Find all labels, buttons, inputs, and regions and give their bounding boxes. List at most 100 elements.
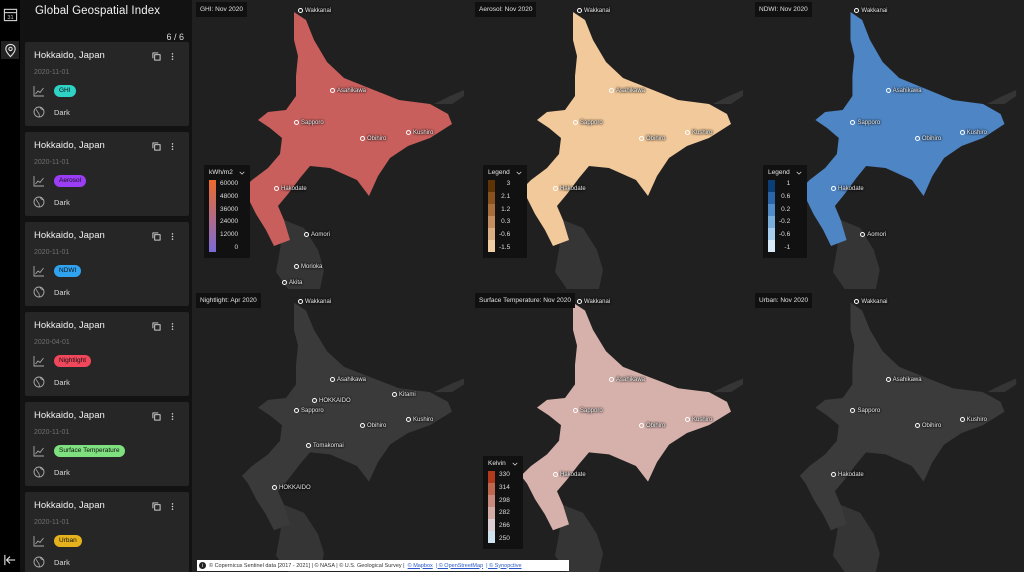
place-label: Asahikawa xyxy=(330,88,366,94)
place-label: HOKKAIDO xyxy=(272,485,311,492)
legend-header[interactable]: Legend xyxy=(768,169,802,176)
legend-color-steps xyxy=(488,180,495,252)
legend-tick-label: -0.2 xyxy=(779,218,791,226)
map-panel[interactable]: NDWI: Nov 2020 Wakkanai Asahikawa Sapporo Ob… xyxy=(753,0,1024,289)
layer-badge[interactable]: NDWI xyxy=(54,265,82,277)
legend-tick-label: 0.6 xyxy=(781,192,791,200)
copy-icon[interactable] xyxy=(151,411,161,421)
place-label: Tomakomai xyxy=(306,443,344,449)
place-label: Obihiro xyxy=(915,136,941,142)
map-pin-icon[interactable] xyxy=(1,41,19,59)
place-label: Kushiro xyxy=(685,417,712,423)
map-panel[interactable]: Nightlight: Apr 2020 Wakkanai Asahikawa Kit… xyxy=(194,291,472,572)
card-date: 2020-04-01 xyxy=(34,339,70,346)
mapbox-link[interactable]: © Mapbox xyxy=(407,562,433,569)
place-label: Sapporo xyxy=(850,408,880,414)
legend-tick-label: 266 xyxy=(499,522,510,530)
more-options-icon[interactable] xyxy=(167,501,177,511)
more-options-icon[interactable] xyxy=(167,231,177,241)
legend-tick-label: 36000 xyxy=(220,205,239,213)
more-options-icon[interactable] xyxy=(167,51,177,61)
synopctive-link[interactable]: | © Synopctive xyxy=(486,562,522,569)
place-label: Obihiro xyxy=(639,136,665,142)
chevron-down-icon[interactable] xyxy=(796,171,802,175)
layer-card[interactable]: Hokkaido, Japan 2020-11-01 NDWI Dark xyxy=(25,222,189,306)
layer-badge[interactable]: Urban xyxy=(54,535,82,547)
card-date: 2020-11-01 xyxy=(34,159,70,166)
map-canvas[interactable] xyxy=(194,291,472,572)
map-panel[interactable]: Surface Temperature: Nov 2020 Wakkanai Asa… xyxy=(473,291,751,572)
layer-card[interactable]: Hokkaido, Japan 2020-11-01 Surface Tempe… xyxy=(25,402,189,486)
legend-tick-label: 330 xyxy=(499,471,510,478)
theme-label: Dark xyxy=(54,197,70,207)
more-options-icon[interactable] xyxy=(167,411,177,421)
collapse-icon[interactable] xyxy=(2,553,18,567)
more-options-icon[interactable] xyxy=(167,321,177,331)
legend-swatch xyxy=(768,228,775,240)
panel-label: Aerosol: Nov 2020 xyxy=(475,2,537,17)
map-canvas[interactable] xyxy=(753,291,1024,572)
card-date: 2020-11-01 xyxy=(34,429,70,436)
layer-card[interactable]: Hokkaido, Japan 2020-11-01 GHI Dark xyxy=(25,42,189,126)
map-panel[interactable]: GHI: Nov 2020 Wakkanai Asahikawa Sapporo Obi… xyxy=(194,0,472,289)
legend-tick-label: -0.6 xyxy=(499,231,511,239)
copy-icon[interactable] xyxy=(151,321,161,331)
legend-swatch xyxy=(768,192,775,204)
layer-badge[interactable]: GHI xyxy=(54,85,76,97)
openstreetmap-link[interactable]: | © OpenStreetMap xyxy=(435,562,484,569)
chevron-down-icon[interactable] xyxy=(239,171,245,175)
legend-header[interactable]: Kelvin xyxy=(488,460,518,467)
card-title: Hokkaido, Japan xyxy=(34,320,105,331)
card-actions xyxy=(151,141,177,151)
hokkaido-region xyxy=(521,302,731,531)
layer-card[interactable]: Hokkaido, Japan 2020-11-01 Aerosol Dark xyxy=(25,132,189,216)
legend-tick-label: 1 xyxy=(786,180,791,187)
copy-icon[interactable] xyxy=(151,51,161,61)
calendar-icon[interactable]: 31 xyxy=(1,5,19,23)
place-label: Sapporo xyxy=(294,120,324,126)
place-label: Hakodate xyxy=(831,186,864,192)
layer-badge[interactable]: Nightlight xyxy=(54,355,92,367)
place-label: Kitami xyxy=(392,392,416,398)
legend-header[interactable]: Legend xyxy=(488,169,522,176)
copy-icon[interactable] xyxy=(151,231,161,241)
card-title: Hokkaido, Japan xyxy=(34,140,105,151)
chevron-down-icon[interactable] xyxy=(516,171,522,175)
legend-title: Legend xyxy=(768,169,790,176)
attribution-bar: i © Copernicus Sentinel data [2017 - 202… xyxy=(197,560,569,571)
card-actions xyxy=(151,411,177,421)
legend-title: Kelvin xyxy=(488,460,506,467)
place-label: Sapporo xyxy=(573,408,603,414)
legend-tick-label: 0 xyxy=(234,243,239,251)
card-title: Hokkaido, Japan xyxy=(34,500,105,511)
place-label: Obihiro xyxy=(915,423,941,429)
legend-swatch xyxy=(488,483,495,495)
layer-card[interactable]: Hokkaido, Japan 2020-11-01 Urban Dark xyxy=(25,492,189,572)
place-label: Kushiro xyxy=(406,130,433,136)
layer-row: Aerosol xyxy=(33,175,87,187)
layer-card[interactable]: Hokkaido, Japan 2020-04-01 Nightlight Da… xyxy=(25,312,189,396)
place-label: Wakkanai xyxy=(577,299,610,305)
legend-swatch xyxy=(768,180,775,192)
place-label: Asahikawa xyxy=(609,377,645,383)
layer-badge[interactable]: Aerosol xyxy=(54,175,87,187)
more-options-icon[interactable] xyxy=(167,141,177,151)
legend-swatch xyxy=(488,228,495,240)
attribution-text: © Copernicus Sentinel data [2017 - 2021]… xyxy=(209,562,405,569)
chart-line-icon xyxy=(33,446,44,457)
layer-row: GHI xyxy=(33,85,76,97)
info-icon[interactable]: i xyxy=(199,562,206,569)
layer-row: NDWI xyxy=(33,265,82,277)
copy-icon[interactable] xyxy=(151,141,161,151)
legend-header[interactable]: kWh/m2 xyxy=(209,169,245,176)
theme-label: Dark xyxy=(54,377,70,387)
place-label: Wakkanai xyxy=(854,299,887,305)
chevron-down-icon[interactable] xyxy=(512,462,518,466)
place-label: Asahikawa xyxy=(886,377,922,383)
map-panel[interactable]: Aerosol: Nov 2020 Wakkanai Asahikawa Sappor… xyxy=(473,0,751,289)
legend-tick-label: 250 xyxy=(499,534,510,542)
layer-badge[interactable]: Surface Temperature xyxy=(54,445,125,457)
card-date: 2020-11-01 xyxy=(34,249,70,256)
map-panel[interactable]: Urban: Nov 2020 Wakkanai Asahikawa Sapporo O… xyxy=(753,291,1024,572)
copy-icon[interactable] xyxy=(151,501,161,511)
